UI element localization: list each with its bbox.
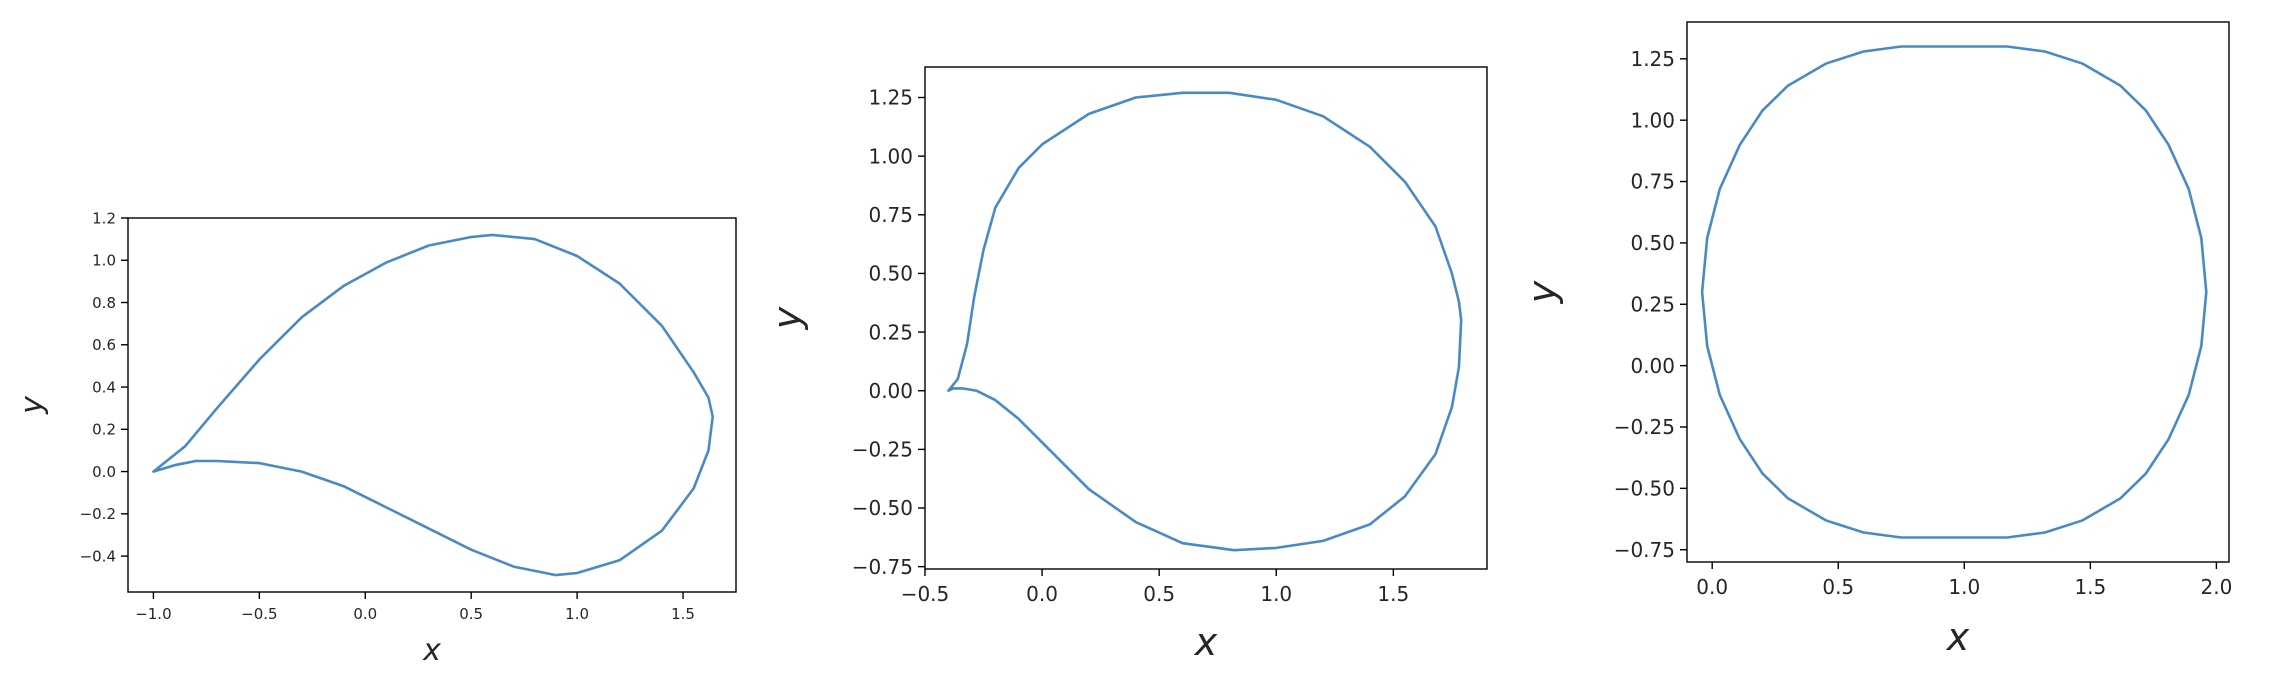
y-tick-label: 0.00 bbox=[868, 379, 913, 403]
y-tick-label: 1.00 bbox=[868, 144, 913, 168]
x-tick-label: −0.5 bbox=[901, 582, 950, 606]
y-axis-label: y bbox=[1520, 280, 1564, 304]
y-tick-label: 0.2 bbox=[92, 421, 116, 439]
x-tick-label: 1.0 bbox=[1948, 575, 1980, 599]
y-tick-label: −0.75 bbox=[1614, 538, 1675, 562]
y-tick-label: 0.50 bbox=[1630, 231, 1675, 255]
y-tick-label: −0.25 bbox=[1614, 415, 1675, 439]
x-tick-label: 1.5 bbox=[1377, 582, 1409, 606]
chart-2: −0.5 0.0 0.5 1.0 1.5 −0.75 −0.50 −0.25 0.00 0.25 0… bbox=[765, 66, 1488, 664]
x-tick-label: 1.5 bbox=[2074, 575, 2106, 599]
y-axis-label: y bbox=[765, 306, 809, 330]
y-tick-label: 0.00 bbox=[1630, 354, 1675, 378]
y-tick-label: −0.75 bbox=[852, 555, 913, 579]
x-tick-label: 1.5 bbox=[671, 605, 695, 623]
x-tick-label: 0.5 bbox=[1822, 575, 1854, 599]
y-tick-label: −0.2 bbox=[80, 505, 116, 523]
y-tick-label: 0.4 bbox=[92, 378, 116, 396]
y-tick-label: 0.50 bbox=[868, 262, 913, 286]
y-tick-label: 0.25 bbox=[1630, 292, 1675, 316]
y-tick-label: −0.50 bbox=[852, 496, 913, 520]
series-line-1 bbox=[152, 233, 714, 577]
series-line-1 bbox=[947, 91, 1463, 552]
x-tick-label: 1.0 bbox=[565, 605, 589, 623]
y-tick-label: 0.8 bbox=[92, 294, 116, 312]
y-axis-label: y bbox=[15, 395, 50, 415]
x-tick-label: −1.0 bbox=[135, 605, 171, 623]
y-tick-label: −0.25 bbox=[852, 438, 913, 462]
y-tick-label: 0.0 bbox=[92, 463, 116, 481]
y-tick-label: 0.25 bbox=[868, 320, 913, 344]
x-tick-label: 0.5 bbox=[1143, 582, 1175, 606]
x-axis-label: x bbox=[422, 633, 441, 668]
x-tick-label: 0.0 bbox=[1696, 575, 1728, 599]
plot-frame bbox=[1686, 21, 2230, 563]
y-tick-label: −0.4 bbox=[80, 547, 116, 565]
y-tick-label: 1.25 bbox=[1630, 47, 1675, 71]
x-tick-label: 0.0 bbox=[353, 605, 377, 623]
chart-1: −1.0 −0.5 0.0 0.5 1.0 1.5 −0.4 −0.2 0.0 0.2 0.4 0.6… bbox=[15, 209, 737, 668]
x-tick-label: 2.0 bbox=[2200, 575, 2232, 599]
y-tick-label: −0.50 bbox=[1614, 477, 1675, 501]
chart-3: 0.0 0.5 1.0 1.5 2.0 −0.75 −0.50 −0.25 0.00 0.25 0.… bbox=[1520, 21, 2232, 659]
y-tick-label: 1.2 bbox=[92, 209, 116, 227]
plot-frame bbox=[127, 217, 737, 593]
x-axis-label: x bbox=[1194, 620, 1218, 664]
x-axis-label: x bbox=[1946, 615, 1970, 659]
x-tick-label: 0.5 bbox=[459, 605, 483, 623]
x-tick-label: 0.0 bbox=[1026, 582, 1058, 606]
plot-frame bbox=[924, 66, 1488, 570]
x-tick-label: −0.5 bbox=[241, 605, 277, 623]
y-tick-label: 0.75 bbox=[868, 203, 913, 227]
y-tick-label: 1.00 bbox=[1630, 108, 1675, 132]
x-tick-label: 1.0 bbox=[1260, 582, 1292, 606]
y-tick-label: 0.75 bbox=[1630, 170, 1675, 194]
y-tick-label: 1.0 bbox=[92, 252, 116, 270]
series-line-1 bbox=[1700, 45, 2208, 539]
y-tick-label: 1.25 bbox=[868, 86, 913, 110]
y-tick-label: 0.6 bbox=[92, 336, 116, 354]
